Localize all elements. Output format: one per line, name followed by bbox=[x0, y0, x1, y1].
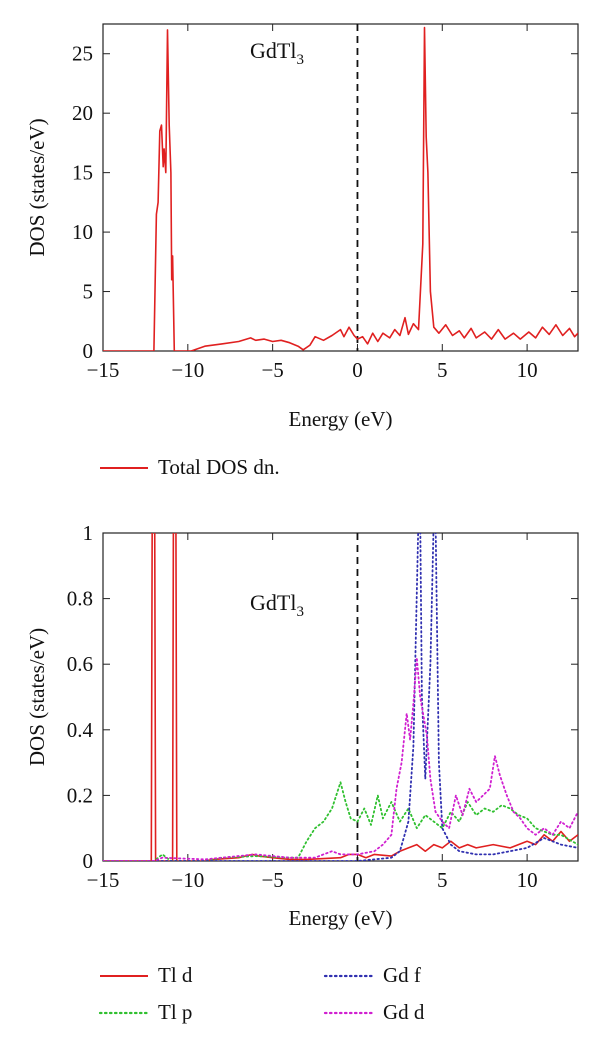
series-line-total-dos-dn- bbox=[103, 26, 578, 351]
series-line-gd-d bbox=[103, 656, 578, 861]
legend-label: Tl p bbox=[158, 1000, 192, 1024]
legend-label: Gd f bbox=[383, 963, 421, 987]
x-axis-label: Energy (eV) bbox=[289, 407, 393, 431]
y-tick-label: 0.8 bbox=[67, 587, 93, 611]
y-axis-label: DOS (states/eV) bbox=[25, 118, 49, 256]
y-tick-label: 0 bbox=[83, 849, 94, 873]
y-axis-label: DOS (states/eV) bbox=[25, 628, 49, 766]
series-line-tl-d bbox=[103, 533, 578, 861]
y-tick-label: 0.4 bbox=[67, 718, 94, 742]
x-tick-label: 0 bbox=[352, 868, 363, 892]
y-tick-label: 25 bbox=[72, 42, 93, 66]
plot-frame bbox=[102, 23, 579, 352]
y-tick-label: 0.2 bbox=[67, 783, 93, 807]
plot-frame bbox=[102, 532, 579, 862]
series-line-tl-p bbox=[103, 781, 578, 861]
series-group bbox=[103, 533, 578, 861]
material-label: GdTl3 bbox=[250, 38, 304, 68]
x-tick-label: −15 bbox=[87, 358, 120, 382]
x-tick-label: −15 bbox=[87, 868, 120, 892]
y-tick-label: 1 bbox=[83, 521, 94, 545]
x-tick-label: 10 bbox=[517, 868, 538, 892]
legend-label: Tl d bbox=[158, 963, 193, 987]
x-axis-label: Energy (eV) bbox=[289, 906, 393, 930]
x-tick-label: 5 bbox=[437, 358, 448, 382]
x-tick-label: −10 bbox=[171, 358, 204, 382]
y-tick-label: 15 bbox=[72, 161, 93, 185]
y-tick-label: 0.6 bbox=[67, 652, 93, 676]
legend-label: Gd d bbox=[383, 1000, 425, 1024]
series-line-gd-f bbox=[103, 533, 578, 861]
material-label: GdTl3 bbox=[250, 590, 304, 620]
x-tick-label: 10 bbox=[517, 358, 538, 382]
legend-label: Total DOS dn. bbox=[158, 455, 280, 479]
y-tick-label: 20 bbox=[72, 101, 93, 125]
y-tick-label: 10 bbox=[72, 220, 93, 244]
x-tick-label: 5 bbox=[437, 868, 448, 892]
x-tick-label: −10 bbox=[171, 868, 204, 892]
y-tick-label: 0 bbox=[83, 339, 94, 363]
chart-total-dos: −15 −10 −5 0 5 10 0 5 10 15 20 25 GdTl3 Energy (eV) DO… bbox=[25, 23, 579, 479]
x-tick-label: 0 bbox=[352, 358, 363, 382]
y-tick-label: 5 bbox=[83, 280, 94, 304]
chart-partial-dos: −15 −10 −5 0 5 10 0 0.2 0.4 0.6 0.8 1 GdTl3 Energy (e… bbox=[25, 521, 579, 1024]
x-tick-label: −5 bbox=[261, 358, 283, 382]
x-tick-label: −5 bbox=[261, 868, 283, 892]
series-group bbox=[103, 26, 578, 351]
